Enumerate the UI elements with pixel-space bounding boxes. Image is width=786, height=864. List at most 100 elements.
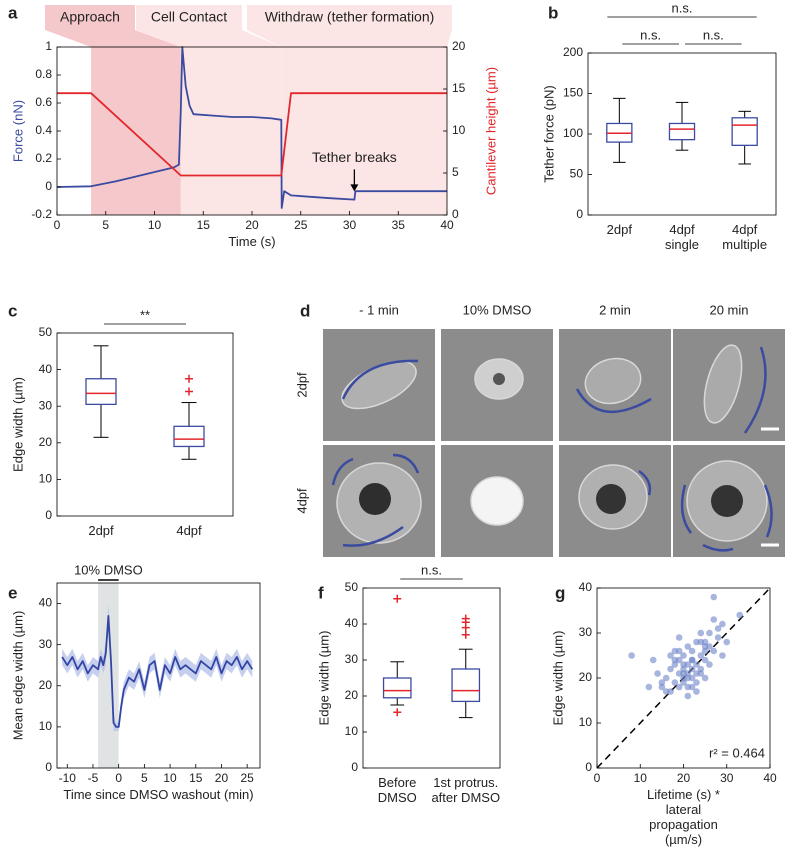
edge-arc xyxy=(575,388,652,414)
scatter-point xyxy=(684,643,692,650)
y-axis-label: Mean edge width (µm) xyxy=(10,611,25,741)
y2-tick-label: 10 xyxy=(452,123,466,137)
scatter-point xyxy=(654,670,661,677)
shade-label: 10% DMSO xyxy=(74,562,143,577)
y-tick-label: 1 xyxy=(45,39,52,53)
plot-frame xyxy=(587,52,777,216)
scatter-point xyxy=(693,688,700,695)
x-tick-label: 5 xyxy=(102,218,109,232)
x-tick-label: 30 xyxy=(720,771,734,785)
scatter-point xyxy=(671,679,679,686)
scatter-point xyxy=(697,670,705,677)
y-tick-label: 30 xyxy=(39,637,53,651)
panel-label: c xyxy=(8,301,17,320)
scatter-point xyxy=(697,652,705,659)
scatter-point xyxy=(684,674,692,682)
scatter-point xyxy=(714,625,722,632)
y-tick-label: 20 xyxy=(345,688,359,702)
scatter-point xyxy=(667,652,674,659)
x-tick-label: 10 xyxy=(163,771,177,785)
scatter-point xyxy=(667,665,674,673)
y-tick-label: 50 xyxy=(39,325,53,339)
x-tick-label: 25 xyxy=(294,218,308,232)
outlier xyxy=(185,374,193,383)
y-tick-label: 0 xyxy=(45,179,52,193)
y-tick-label: 0.8 xyxy=(35,67,52,81)
scatter-point xyxy=(710,616,718,623)
scatter-point xyxy=(697,629,705,637)
x-tick-label: 0 xyxy=(54,218,61,232)
outlier xyxy=(393,594,402,603)
y-tick-label: 0.2 xyxy=(35,151,52,165)
scatter-point xyxy=(680,670,687,677)
cell-nucleus xyxy=(493,373,505,385)
y-tick-label: 0.6 xyxy=(35,95,52,109)
y2-tick-label: 20 xyxy=(452,39,466,53)
phase-label: Approach xyxy=(60,9,120,25)
outlier xyxy=(461,614,470,623)
phase-region xyxy=(45,5,181,215)
column-label: 20 min xyxy=(709,302,748,317)
significance-label: n.s. xyxy=(640,27,661,42)
y-tick-label: 40 xyxy=(39,362,53,376)
panel-label: e xyxy=(8,583,17,602)
x-tick-label: 35 xyxy=(392,218,406,232)
x-tick-label: 20 xyxy=(245,218,259,232)
cell-body xyxy=(470,476,524,526)
x-tick-label: 15 xyxy=(189,771,203,785)
annotation-text: r² = 0.464 xyxy=(709,745,765,760)
y-axis-label: Edge width (µm) xyxy=(550,631,565,726)
panel-label: g xyxy=(555,583,565,602)
y-tick-label: 50 xyxy=(345,580,359,594)
box xyxy=(451,668,481,703)
scatter-point xyxy=(671,647,679,655)
edge-arc xyxy=(342,525,404,547)
column-label: - 1 min xyxy=(359,302,399,317)
y-tick-label: 0 xyxy=(585,760,592,774)
edge-arc xyxy=(341,359,419,400)
y-tick-label: 100 xyxy=(563,126,583,140)
y-tick-label: 10 xyxy=(39,472,53,486)
y-tick-label: -0.2 xyxy=(31,207,52,221)
cell-nucleus xyxy=(359,483,391,515)
y-tick-label: 40 xyxy=(345,616,359,630)
scatter-point xyxy=(719,620,726,628)
panel-label: a xyxy=(8,3,18,22)
box xyxy=(731,117,758,146)
box xyxy=(382,677,412,699)
scatter-point xyxy=(688,665,696,673)
scatter-point xyxy=(706,629,713,637)
panel-label: b xyxy=(548,3,558,22)
scatter-point xyxy=(701,674,709,682)
y-tick-label: 10 xyxy=(345,724,359,738)
x-category-label: 4dpf multiple xyxy=(722,222,768,252)
panel-label: f xyxy=(318,583,324,602)
phase-label: Cell Contact xyxy=(151,9,227,25)
micrograph xyxy=(441,329,553,441)
x-category-label: 1st protrus. after DMSO xyxy=(431,775,501,805)
y-axis-label: Edge width (µm) xyxy=(10,377,25,472)
box xyxy=(85,378,117,406)
y-tick-label: 150 xyxy=(563,86,583,100)
x-axis-label: Lifetime (s) * lateral propagation (µm/s… xyxy=(647,787,720,847)
x-tick-label: -10 xyxy=(59,771,77,785)
scatter-point xyxy=(710,593,718,601)
x-category-label: 4dpf xyxy=(176,523,202,538)
scatter-point xyxy=(675,683,683,691)
significance-label: n.s. xyxy=(421,562,442,577)
y-tick-label: 0 xyxy=(45,760,52,774)
y-tick-label: 30 xyxy=(39,398,53,412)
micrograph xyxy=(323,445,435,557)
box xyxy=(173,425,205,448)
series-line xyxy=(61,615,254,728)
scatter-point xyxy=(701,638,709,646)
y-tick-label: 0.4 xyxy=(35,123,52,137)
x-tick-label: 15 xyxy=(197,218,211,232)
phase-label: Withdraw (tether formation) xyxy=(265,9,435,25)
y-tick-label: 0 xyxy=(45,508,52,522)
scatter-point xyxy=(710,647,718,655)
x-category-label: 2dpf xyxy=(606,222,632,237)
y-axis-label: Force (nN) xyxy=(10,100,25,162)
y-tick-label: 20 xyxy=(39,435,53,449)
